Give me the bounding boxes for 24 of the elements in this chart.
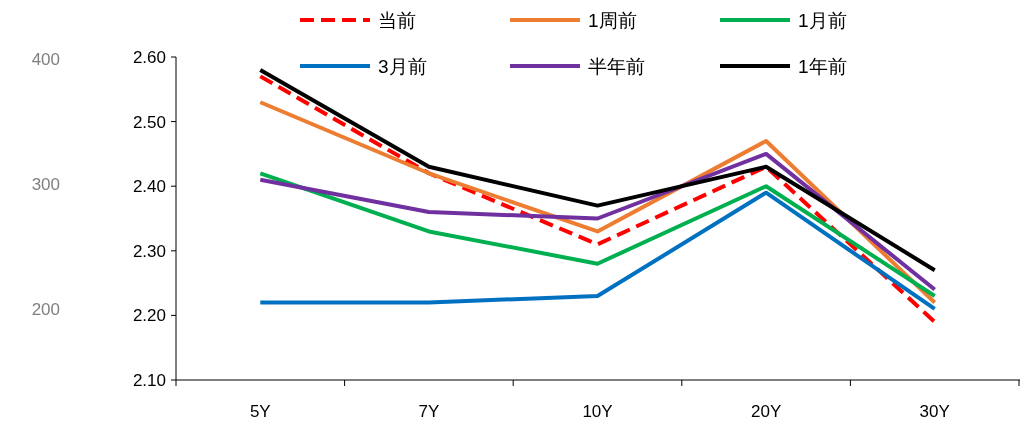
line-series bbox=[258, 151, 937, 292]
y-tick-label: 2.40 bbox=[132, 177, 166, 197]
legend-label: 3月前 bbox=[378, 56, 427, 77]
x-tick-label: 7Y bbox=[418, 402, 440, 421]
x-tick-label: 30Y bbox=[919, 402, 950, 421]
legend-label: 1月前 bbox=[798, 10, 847, 31]
legend-label: 当前 bbox=[378, 10, 416, 31]
legend-label: 1周前 bbox=[588, 10, 637, 31]
y2-tick-label: 200 bbox=[31, 299, 60, 319]
line-series bbox=[258, 171, 937, 299]
y-tick-label: 2.50 bbox=[132, 112, 166, 132]
line-series bbox=[258, 190, 937, 311]
y-tick-label: 2.30 bbox=[132, 241, 166, 261]
y-tick-label: 2.10 bbox=[132, 371, 166, 390]
legend-label: 1年前 bbox=[798, 56, 847, 77]
x-tick-label: 10Y bbox=[582, 402, 613, 421]
x-tick-label: 20Y bbox=[750, 402, 782, 421]
y2-tick-label: 400 bbox=[31, 50, 60, 70]
y-tick-label: 2.20 bbox=[132, 306, 166, 326]
y2-tick-label: 300 bbox=[31, 175, 60, 195]
line-series bbox=[258, 74, 937, 324]
x-tick-label: 5Y bbox=[249, 402, 271, 421]
y-tick-label: 2.60 bbox=[132, 48, 166, 67]
legend-label: 半年前 bbox=[588, 56, 645, 77]
